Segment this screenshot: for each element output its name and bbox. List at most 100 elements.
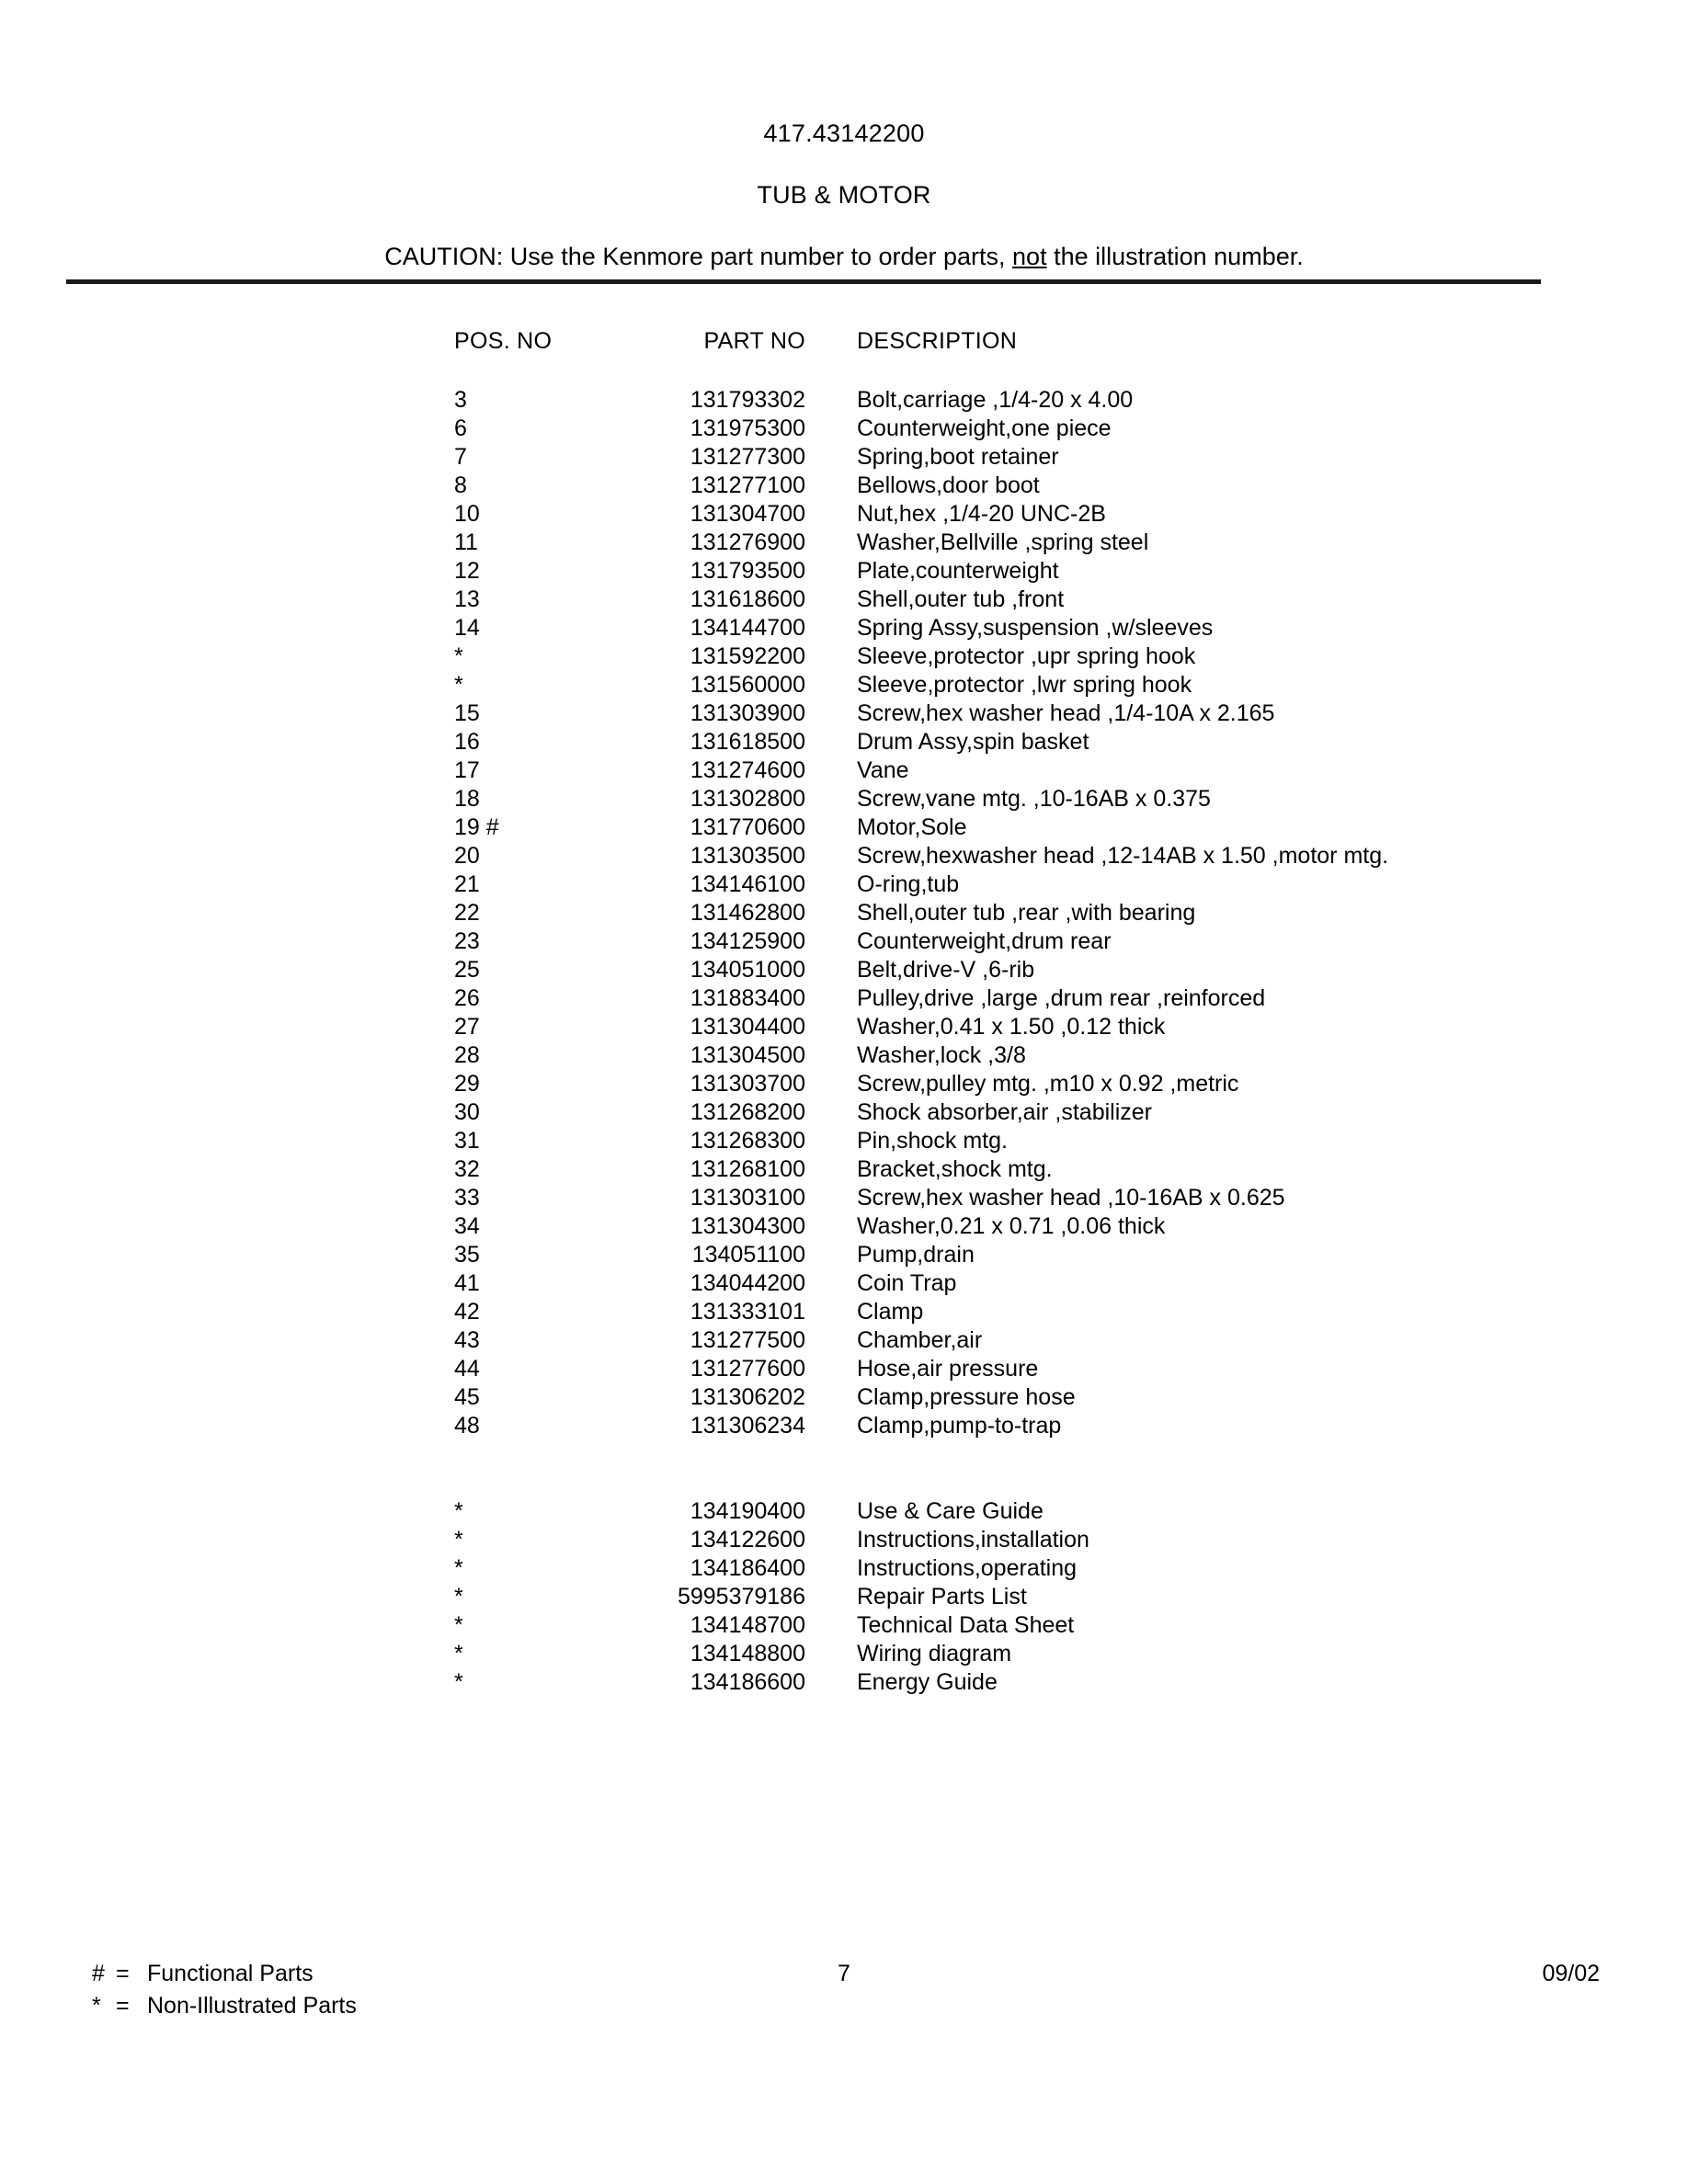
cell-pos-no: * xyxy=(454,1498,463,1524)
header-spacer xyxy=(0,356,1688,386)
cell-part-no: 131462800 xyxy=(690,900,805,926)
cell-pos-no: 10 xyxy=(454,501,480,527)
cell-pos-no: 19 # xyxy=(454,814,499,840)
table-row: 30 131268200 Shock absorber,air ,stabilize… xyxy=(0,1098,1688,1127)
cell-description: Pump,drain xyxy=(857,1242,975,1268)
table-row: 7 131277300 Spring,boot retainer xyxy=(0,443,1688,472)
cell-pos-no: * xyxy=(454,672,463,698)
legend-symbol: * xyxy=(92,1993,101,2019)
cell-part-no: 134186400 xyxy=(690,1555,805,1581)
legend-symbol: # xyxy=(92,1961,105,1986)
table-row: 44 131277600 Hose,air pressure xyxy=(0,1355,1688,1383)
cell-pos-no: 41 xyxy=(454,1270,480,1296)
table-row: 31 131268300 Pin,shock mtg. xyxy=(0,1127,1688,1155)
column-header-part-no: PART NO xyxy=(703,328,805,354)
legend-equals-sign: = xyxy=(116,1961,130,1986)
cell-description: Instructions,installation xyxy=(857,1527,1089,1553)
cell-pos-no: 26 xyxy=(454,985,480,1011)
cell-part-no: 134044200 xyxy=(690,1270,805,1296)
cell-description: Shell,outer tub ,rear ,with bearing xyxy=(857,900,1196,926)
table-row: * 5995379186 Repair Parts List xyxy=(0,1583,1688,1611)
cell-part-no: 134144700 xyxy=(690,615,805,641)
table-row: 12 131793500 Plate,counterweight xyxy=(0,557,1688,586)
cell-part-no: 134190400 xyxy=(690,1498,805,1524)
cell-description: Washer,0.21 x 0.71 ,0.06 thick xyxy=(857,1213,1166,1239)
cell-description: Plate,counterweight xyxy=(857,558,1059,584)
cell-part-no: 131304700 xyxy=(690,501,805,527)
table-row: 41 134044200 Coin Trap xyxy=(0,1269,1688,1298)
cell-pos-no: 44 xyxy=(454,1356,480,1382)
table-row: 20 131303500 Screw,hexwasher head ,12-14AB… xyxy=(0,842,1688,870)
cell-part-no: 131304300 xyxy=(690,1213,805,1239)
cell-description: Washer,Bellville ,spring steel xyxy=(857,529,1149,555)
page-number: 7 xyxy=(838,1961,850,1986)
cell-description: Nut,hex ,1/4-20 UNC-2B xyxy=(857,501,1106,527)
table-row: 18 131302800 Screw,vane mtg. ,10-16AB x 0.… xyxy=(0,785,1688,813)
cell-part-no: 131975300 xyxy=(690,415,805,441)
cell-pos-no: * xyxy=(454,1612,463,1638)
table-row: 8 131277100 Bellows,door boot xyxy=(0,472,1688,500)
cell-description: Sleeve,protector ,lwr spring hook xyxy=(857,672,1192,698)
cell-pos-no: 12 xyxy=(454,558,480,584)
table-row: * 131560000 Sleeve,protector ,lwr spring h… xyxy=(0,671,1688,700)
table-row-spacer xyxy=(0,1469,1688,1497)
cell-part-no: 131793302 xyxy=(690,387,805,413)
cell-part-no: 131274600 xyxy=(690,757,805,783)
cell-pos-no: 3 xyxy=(454,387,467,413)
header-divider xyxy=(66,279,1541,284)
table-row: 43 131277500 Chamber,air xyxy=(0,1326,1688,1355)
cell-description: Technical Data Sheet xyxy=(857,1612,1075,1638)
table-row: * 134148700 Technical Data Sheet xyxy=(0,1611,1688,1640)
cell-part-no: 134146100 xyxy=(690,871,805,897)
cell-part-no: 131306202 xyxy=(690,1384,805,1410)
cell-description: Chamber,air xyxy=(857,1327,983,1353)
cell-description: Vane xyxy=(857,757,909,783)
table-row: 11 131276900 Washer,Bellville ,spring stee… xyxy=(0,529,1688,557)
cell-pos-no: 16 xyxy=(454,729,480,755)
cell-part-no: 131592200 xyxy=(690,643,805,669)
cell-pos-no: 17 xyxy=(454,757,480,783)
cell-part-no: 131277300 xyxy=(690,444,805,470)
table-row: 17 131274600 Vane xyxy=(0,756,1688,785)
table-row: 10 131304700 Nut,hex ,1/4-20 UNC-2B xyxy=(0,500,1688,529)
cell-pos-no: * xyxy=(454,1584,463,1610)
cell-description: O-ring,tub xyxy=(857,871,960,897)
table-row: * 134148800 Wiring diagram xyxy=(0,1640,1688,1668)
cell-part-no: 131268100 xyxy=(690,1156,805,1182)
legend-item: # = Functional Parts xyxy=(92,1958,357,1990)
cell-part-no: 131277600 xyxy=(690,1356,805,1382)
cell-part-no: 134122600 xyxy=(690,1527,805,1553)
cell-description: Belt,drive-V ,6-rib xyxy=(857,957,1035,983)
cell-pos-no: 23 xyxy=(454,928,480,954)
cell-part-no: 131770600 xyxy=(690,814,805,840)
cell-part-no: 131303500 xyxy=(690,843,805,869)
cell-pos-no: * xyxy=(454,1641,463,1666)
cell-description: Pin,shock mtg. xyxy=(857,1128,1008,1154)
cell-pos-no: 48 xyxy=(454,1413,480,1439)
cell-part-no: 131618600 xyxy=(690,586,805,612)
cell-pos-no: 7 xyxy=(454,444,467,470)
cell-description: Drum Assy,spin basket xyxy=(857,729,1089,755)
caution-note: CAUTION: Use the Kenmore part number to … xyxy=(0,243,1688,271)
cell-part-no: 131793500 xyxy=(690,558,805,584)
cell-pos-no: 27 xyxy=(454,1014,480,1040)
table-row: 48 131306234 Clamp,pump-to-trap xyxy=(0,1412,1688,1440)
cell-part-no: 131276900 xyxy=(690,529,805,555)
cell-description: Counterweight,drum rear xyxy=(857,928,1112,954)
cell-description: Counterweight,one piece xyxy=(857,415,1112,441)
table-row: 25 134051000 Belt,drive-V ,6-rib xyxy=(0,956,1688,984)
cell-description: Motor,Sole xyxy=(857,814,967,840)
table-row: 21 134146100 O-ring,tub xyxy=(0,870,1688,899)
table-row: 32 131268100 Bracket,shock mtg. xyxy=(0,1155,1688,1184)
cell-description: Bracket,shock mtg. xyxy=(857,1156,1053,1182)
cell-pos-no: 22 xyxy=(454,900,480,926)
page-footer: # = Functional Parts * = Non-Illustrated Part… xyxy=(0,1958,1688,2068)
cell-part-no: 131304500 xyxy=(690,1042,805,1068)
cell-part-no: 131277100 xyxy=(690,472,805,498)
cell-pos-no: * xyxy=(454,1669,463,1695)
cell-description: Bolt,carriage ,1/4-20 x 4.00 xyxy=(857,387,1134,413)
cell-part-no: 5995379186 xyxy=(677,1584,805,1610)
cell-description: Clamp xyxy=(857,1299,924,1325)
cell-pos-no: 18 xyxy=(454,786,480,812)
